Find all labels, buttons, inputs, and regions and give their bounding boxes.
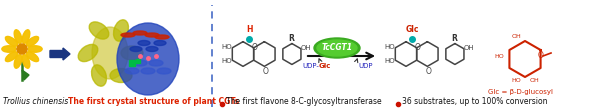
Text: TcCGT1: TcCGT1 [322, 44, 353, 53]
Ellipse shape [92, 27, 128, 79]
Ellipse shape [22, 55, 30, 68]
Ellipse shape [117, 23, 179, 95]
Ellipse shape [146, 47, 158, 52]
Ellipse shape [314, 38, 360, 58]
Text: HO: HO [511, 78, 521, 83]
Ellipse shape [121, 46, 143, 60]
Text: HO: HO [384, 58, 395, 64]
Ellipse shape [5, 36, 17, 46]
Circle shape [17, 44, 27, 54]
Ellipse shape [22, 30, 30, 44]
Text: UDP: UDP [358, 63, 373, 69]
Text: O: O [425, 67, 431, 76]
Ellipse shape [14, 55, 22, 68]
Ellipse shape [110, 68, 132, 82]
Ellipse shape [125, 68, 139, 74]
Ellipse shape [149, 60, 163, 66]
Ellipse shape [92, 65, 106, 86]
Text: O: O [263, 67, 269, 76]
Ellipse shape [133, 60, 147, 66]
Ellipse shape [154, 41, 166, 46]
Text: 36 substrates, up to 100% conversion: 36 substrates, up to 100% conversion [402, 97, 548, 106]
Ellipse shape [133, 31, 147, 35]
Ellipse shape [5, 52, 17, 62]
Ellipse shape [141, 68, 155, 74]
Text: O: O [415, 43, 421, 52]
Ellipse shape [155, 35, 169, 39]
Ellipse shape [121, 33, 135, 37]
Text: Glc = β-D-glucosyl: Glc = β-D-glucosyl [487, 89, 553, 95]
Text: R: R [451, 34, 457, 43]
Text: HO: HO [221, 44, 232, 50]
Ellipse shape [78, 44, 98, 62]
Text: HO: HO [384, 44, 395, 50]
Text: O: O [252, 43, 257, 52]
Ellipse shape [14, 30, 22, 44]
Polygon shape [22, 70, 29, 80]
Text: H: H [246, 25, 253, 34]
Ellipse shape [145, 33, 159, 37]
Ellipse shape [130, 47, 142, 52]
Text: OH: OH [301, 45, 311, 51]
Text: OH: OH [511, 34, 521, 39]
Text: R: R [288, 34, 294, 43]
Ellipse shape [26, 36, 38, 46]
Ellipse shape [28, 46, 42, 52]
Text: Glc: Glc [319, 63, 331, 69]
Text: The first flavone 8-C-glycosyltransferase: The first flavone 8-C-glycosyltransferas… [226, 97, 382, 106]
Ellipse shape [138, 41, 150, 46]
Ellipse shape [2, 46, 16, 52]
Text: O: O [538, 52, 544, 60]
Ellipse shape [89, 22, 109, 39]
FancyArrow shape [50, 48, 70, 60]
Text: HO: HO [494, 55, 504, 59]
Text: Trollius chinensis: Trollius chinensis [3, 97, 68, 106]
Text: UDP-: UDP- [302, 63, 319, 69]
Ellipse shape [26, 52, 38, 62]
Text: OH: OH [464, 45, 475, 51]
Ellipse shape [113, 20, 128, 41]
Text: Glc: Glc [406, 25, 419, 34]
Text: OH: OH [529, 78, 539, 83]
Text: HO: HO [221, 58, 232, 64]
Ellipse shape [157, 68, 171, 74]
Ellipse shape [317, 40, 357, 56]
Text: The first crystal structure of plant CGTs: The first crystal structure of plant CGT… [68, 97, 239, 106]
